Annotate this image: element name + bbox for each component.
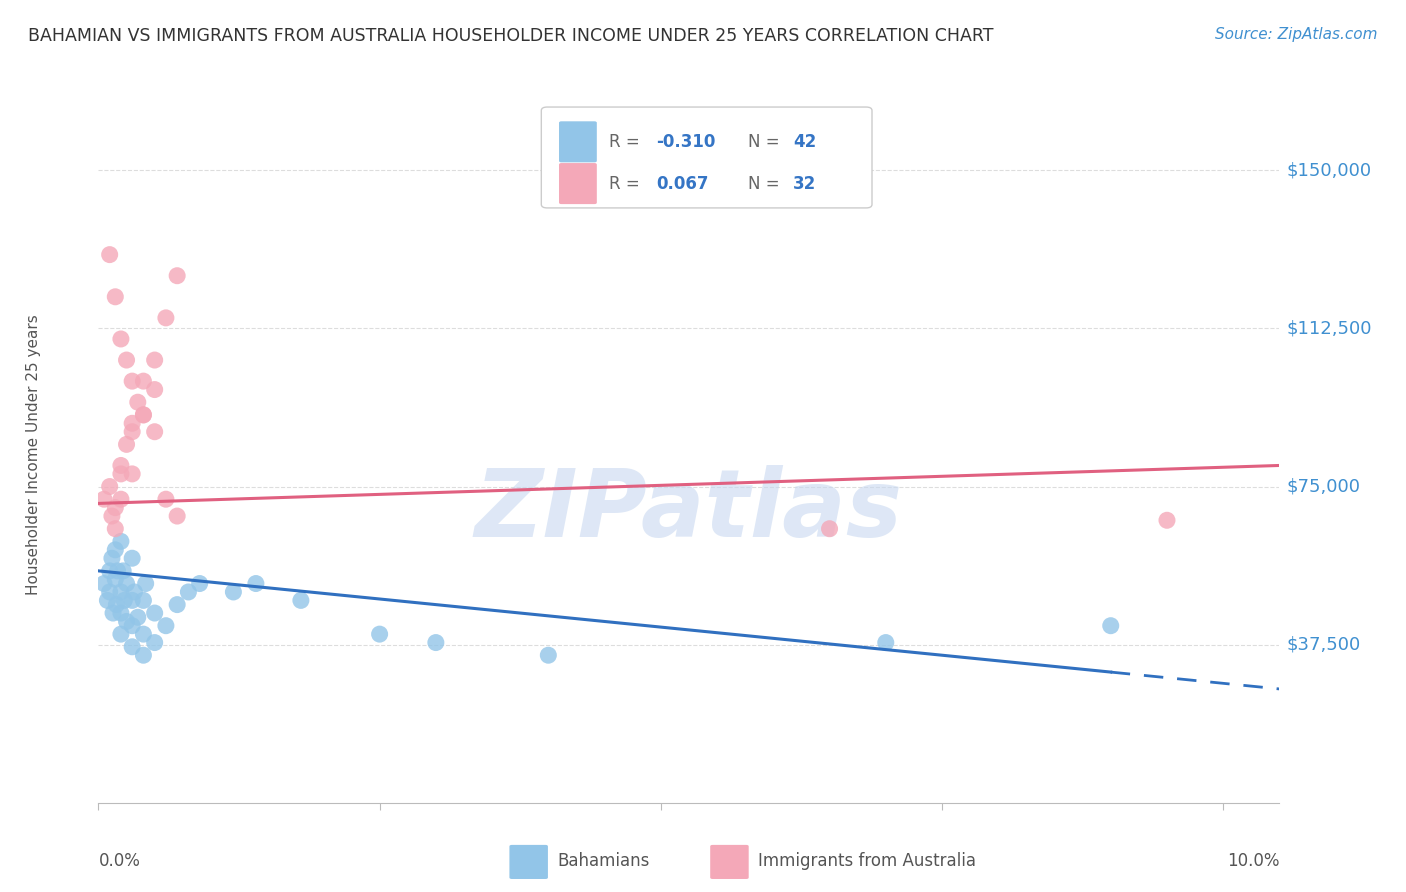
Point — [110, 534, 132, 549]
FancyBboxPatch shape — [560, 163, 596, 204]
Text: 32: 32 — [793, 175, 815, 193]
Point — [121, 425, 143, 439]
Point — [101, 509, 124, 524]
Point — [121, 374, 143, 388]
Point — [98, 585, 121, 599]
Point — [110, 585, 132, 599]
Text: R =: R = — [609, 175, 650, 193]
Point — [875, 635, 897, 649]
FancyBboxPatch shape — [710, 845, 749, 879]
Point — [112, 564, 135, 578]
Text: $37,500: $37,500 — [1286, 636, 1361, 654]
Point — [425, 635, 447, 649]
Point — [124, 585, 146, 599]
Point — [115, 437, 138, 451]
Point — [143, 425, 166, 439]
Point — [104, 542, 127, 557]
Point — [166, 268, 188, 283]
Point — [121, 417, 143, 431]
Point — [155, 310, 177, 325]
Point — [245, 576, 267, 591]
Point — [127, 610, 149, 624]
Point — [132, 627, 155, 641]
Text: 42: 42 — [793, 133, 815, 151]
FancyBboxPatch shape — [560, 121, 596, 162]
Point — [132, 374, 155, 388]
Point — [166, 509, 188, 524]
Text: -0.310: -0.310 — [655, 133, 716, 151]
Point — [132, 408, 155, 422]
Point — [121, 551, 143, 566]
Point — [115, 615, 138, 629]
Text: 0.0%: 0.0% — [98, 852, 141, 870]
Point — [93, 492, 115, 507]
Point — [155, 492, 177, 507]
Point — [177, 585, 200, 599]
Text: $75,000: $75,000 — [1286, 477, 1361, 496]
Point — [104, 500, 127, 515]
Point — [104, 522, 127, 536]
Point — [143, 635, 166, 649]
Point — [135, 576, 157, 591]
Point — [105, 598, 128, 612]
FancyBboxPatch shape — [541, 107, 872, 208]
Point — [222, 585, 245, 599]
Point — [155, 618, 177, 632]
Point — [143, 606, 166, 620]
Point — [104, 290, 127, 304]
Point — [132, 408, 155, 422]
Point — [101, 551, 124, 566]
Text: Householder Income Under 25 years: Householder Income Under 25 years — [25, 315, 41, 595]
Point — [143, 353, 166, 368]
Point — [818, 522, 841, 536]
Point — [115, 576, 138, 591]
Text: ZIPatlas: ZIPatlas — [475, 465, 903, 557]
Text: 10.0%: 10.0% — [1227, 852, 1279, 870]
Point — [188, 576, 211, 591]
Point — [1099, 618, 1122, 632]
Text: Immigrants from Australia: Immigrants from Australia — [758, 852, 976, 870]
Text: N =: N = — [748, 175, 785, 193]
Point — [101, 606, 124, 620]
Point — [121, 640, 143, 654]
Point — [132, 648, 155, 663]
Text: N =: N = — [748, 133, 785, 151]
Point — [127, 395, 149, 409]
Point — [537, 648, 560, 663]
Point — [115, 353, 138, 368]
Point — [121, 593, 143, 607]
Point — [110, 606, 132, 620]
Point — [107, 564, 129, 578]
Point — [104, 572, 127, 586]
Point — [1156, 513, 1178, 527]
Text: $150,000: $150,000 — [1286, 161, 1372, 179]
Point — [98, 247, 121, 261]
Point — [110, 492, 132, 507]
Point — [368, 627, 391, 641]
FancyBboxPatch shape — [509, 845, 548, 879]
Point — [110, 332, 132, 346]
Point — [121, 618, 143, 632]
Point — [96, 593, 118, 607]
Point — [132, 593, 155, 607]
Point — [110, 467, 132, 481]
Text: BAHAMIAN VS IMMIGRANTS FROM AUSTRALIA HOUSEHOLDER INCOME UNDER 25 YEARS CORRELAT: BAHAMIAN VS IMMIGRANTS FROM AUSTRALIA HO… — [28, 27, 994, 45]
Point — [110, 458, 132, 473]
Point — [166, 598, 188, 612]
Point — [93, 576, 115, 591]
Text: $112,500: $112,500 — [1286, 319, 1372, 337]
Text: R =: R = — [609, 133, 644, 151]
Point — [121, 467, 143, 481]
Text: Bahamians: Bahamians — [557, 852, 650, 870]
Point — [98, 479, 121, 493]
Text: Source: ZipAtlas.com: Source: ZipAtlas.com — [1215, 27, 1378, 42]
Point — [290, 593, 312, 607]
Point — [143, 383, 166, 397]
Text: 0.067: 0.067 — [655, 175, 709, 193]
Point — [98, 564, 121, 578]
Point — [110, 627, 132, 641]
Point — [112, 593, 135, 607]
